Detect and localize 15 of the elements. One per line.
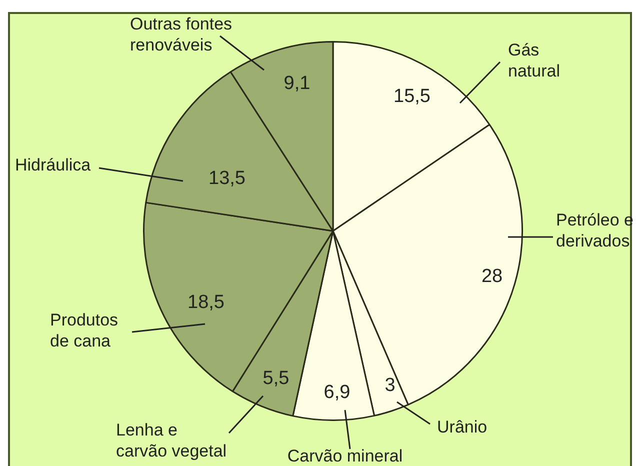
data-label: 28 — [481, 266, 503, 288]
data-label: 3 — [384, 375, 396, 396]
slice-label: Outras fontes renováveis — [130, 14, 232, 55]
data-label: 6,9 — [324, 382, 350, 404]
data-label: 5,5 — [262, 368, 290, 390]
slice-label: Carvão mineral — [287, 446, 403, 466]
data-label: 18,5 — [188, 292, 224, 314]
data-label: 13,5 — [208, 168, 246, 190]
slice-label: Hidráulica — [15, 156, 92, 175]
slice-label: Urânio — [437, 418, 488, 437]
data-label: 15,5 — [394, 86, 430, 108]
data-label: 9,1 — [284, 73, 310, 94]
slice-label: Produtos de cana — [50, 310, 118, 351]
slice-label: Lenha e carvão vegetal — [116, 420, 227, 461]
slice-label: Gás natural — [508, 40, 560, 81]
